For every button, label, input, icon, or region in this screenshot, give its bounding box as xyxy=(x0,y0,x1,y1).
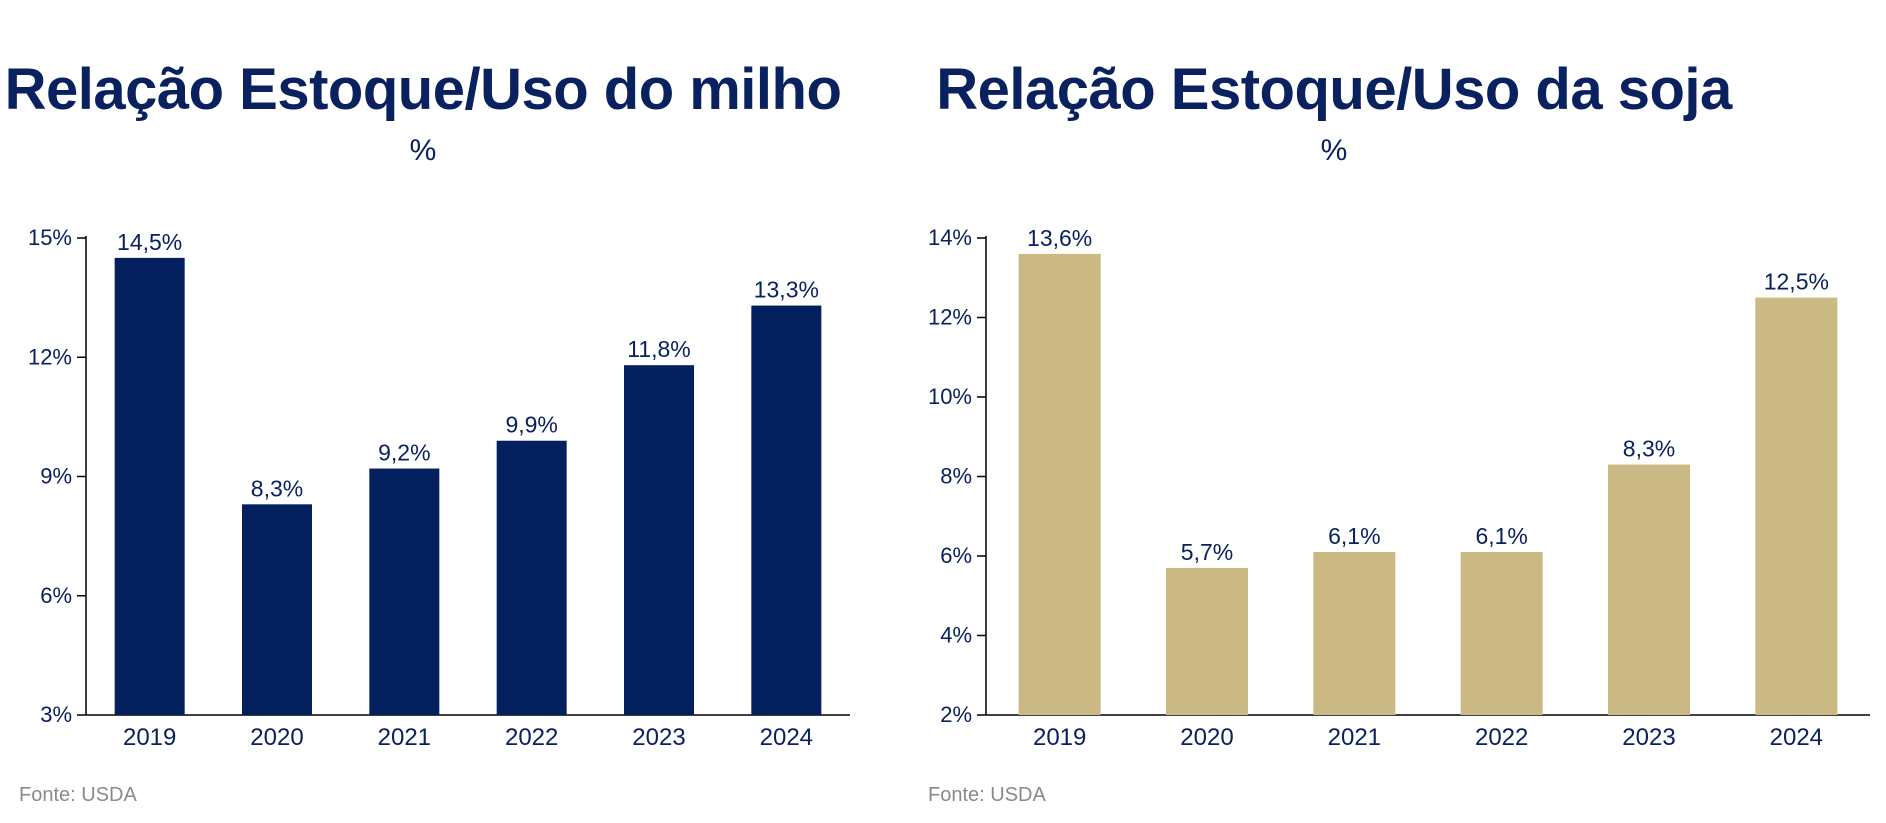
y-tick-label: 2% xyxy=(940,702,972,727)
data-label: 12,5% xyxy=(1764,269,1829,295)
data-label: 9,9% xyxy=(505,412,557,438)
y-tick-label: 12% xyxy=(28,344,72,369)
x-category-label: 2024 xyxy=(1770,724,1823,751)
data-label: 8,3% xyxy=(251,475,303,501)
y-tick-label: 8% xyxy=(940,464,972,489)
chart-subtitle: % xyxy=(1320,134,1348,167)
x-category-label: 2020 xyxy=(250,724,303,751)
data-label: 6,1% xyxy=(1475,523,1527,549)
data-label: 13,6% xyxy=(1027,225,1092,251)
bar-2020 xyxy=(242,504,312,715)
data-label: 13,3% xyxy=(754,277,819,303)
y-tick-label: 4% xyxy=(940,623,972,648)
y-tick-label: 9% xyxy=(40,464,72,489)
x-category-label: 2023 xyxy=(632,724,685,751)
data-label: 14,5% xyxy=(117,229,182,255)
bar-2024 xyxy=(751,305,822,715)
x-category-label: 2022 xyxy=(505,724,558,751)
y-tick-label: 14% xyxy=(928,225,972,250)
bar-2022 xyxy=(496,440,567,715)
bar-2022 xyxy=(1460,552,1543,715)
data-label: 6,1% xyxy=(1328,523,1380,549)
chart-title: Relação Estoque/Uso do milho xyxy=(4,57,842,122)
y-tick-label: 12% xyxy=(928,305,972,330)
x-category-label: 2019 xyxy=(1033,724,1086,751)
x-category-label: 2023 xyxy=(1622,724,1675,751)
y-tick-label: 15% xyxy=(28,225,72,250)
bar-2019 xyxy=(1018,253,1101,715)
soy-bar-chart: 2% 4% 6% 8% 10% 12% 14% 13,6% 2019 5,7% 2020 6,1% 20… xyxy=(928,225,1870,751)
bar-2020 xyxy=(1166,567,1248,715)
corn-bar-chart: 3% 6% 9% 12% 15% 14,5% 2019 8,3% 2020 9,2% 2021 9,9… xyxy=(28,225,850,751)
y-tick-label: 3% xyxy=(40,702,72,727)
bar-2023 xyxy=(624,365,694,715)
bar-2021 xyxy=(1313,552,1396,715)
data-label: 8,3% xyxy=(1623,436,1675,462)
bar-2021 xyxy=(369,468,440,715)
x-category-label: 2019 xyxy=(123,724,176,751)
data-label: 5,7% xyxy=(1181,539,1233,565)
chart-title: Relação Estoque/Uso da soja xyxy=(936,57,1732,122)
bar-2024 xyxy=(1755,297,1838,715)
x-category-label: 2022 xyxy=(1475,724,1528,751)
bar-2023 xyxy=(1608,464,1690,715)
data-label: 9,2% xyxy=(378,440,430,466)
chart-panel-soy: Relação Estoque/Uso da soja % 2% 4% 6% 8% 10… xyxy=(900,0,1886,823)
chart-subtitle: % xyxy=(409,134,437,167)
source-note: Fonte: USDA xyxy=(928,784,1046,806)
bar-2019 xyxy=(114,257,185,715)
chart-panel-corn: Relação Estoque/Uso do milho % 3% 6% 9% 12%… xyxy=(0,0,900,823)
data-label: 11,8% xyxy=(627,336,691,362)
x-category-label: 2024 xyxy=(760,724,813,751)
y-tick-label: 10% xyxy=(928,384,972,409)
source-note: Fonte: USDA xyxy=(19,784,137,806)
x-category-label: 2021 xyxy=(1328,724,1381,751)
y-tick-label: 6% xyxy=(40,583,72,608)
x-category-label: 2021 xyxy=(378,724,431,751)
y-tick-label: 6% xyxy=(940,543,972,568)
x-category-label: 2020 xyxy=(1180,724,1233,751)
